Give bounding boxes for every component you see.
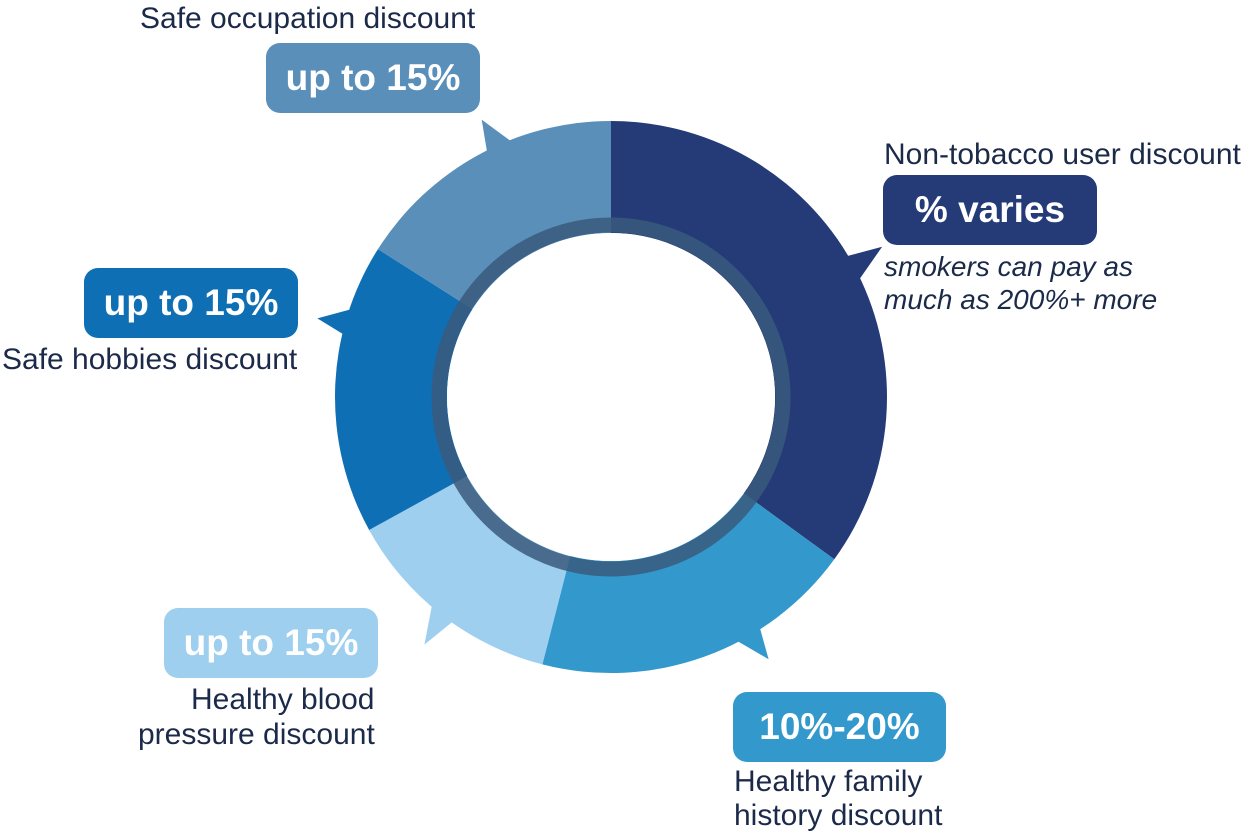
safe-hobbies-caption: Safe hobbies discount bbox=[2, 343, 298, 376]
donut-segment-non_tobacco bbox=[611, 121, 887, 560]
non-tobacco-note-line-2: much as 200%+ more bbox=[884, 284, 1158, 315]
non-tobacco-badge: % varies bbox=[883, 175, 1097, 245]
blood-pressure-caption-line-1: Healthy blood bbox=[191, 683, 375, 716]
safe-hobbies-badge: up to 15% bbox=[84, 268, 298, 338]
pointer-tail-non_tobacco bbox=[844, 246, 883, 283]
pointer-tail-safe_occupation bbox=[481, 119, 514, 155]
non-tobacco-note-line-1: smokers can pay as bbox=[884, 251, 1133, 282]
blood-pressure-caption-line-2: pressure discount bbox=[138, 718, 375, 751]
donut-segment-family_history bbox=[542, 493, 835, 673]
donut-segments bbox=[317, 119, 887, 673]
safe-occupation-badge: up to 15% bbox=[266, 43, 480, 113]
family-history-caption-line-1: Healthy family bbox=[734, 765, 923, 798]
safe-occupation-caption: Safe occupation discount bbox=[140, 2, 476, 35]
family-history-caption-line-2: history discount bbox=[734, 799, 943, 832]
donut-inner-ring bbox=[431, 217, 791, 577]
non-tobacco-caption: Non-tobacco user discount bbox=[884, 138, 1241, 171]
family-history-badge: 10%-20% bbox=[733, 692, 946, 762]
pointer-tail-family_history bbox=[734, 625, 769, 660]
donut-segment-safe_hobbies bbox=[334, 249, 473, 530]
donut-hole bbox=[447, 233, 775, 561]
donut-segment-blood_pressure bbox=[369, 476, 571, 665]
blood-pressure-badge: up to 15% bbox=[164, 608, 378, 678]
pointer-tail-safe_hobbies bbox=[317, 308, 354, 336]
donut-segment-safe_occupation bbox=[377, 121, 611, 310]
pointer-tail-blood_pressure bbox=[424, 602, 455, 645]
